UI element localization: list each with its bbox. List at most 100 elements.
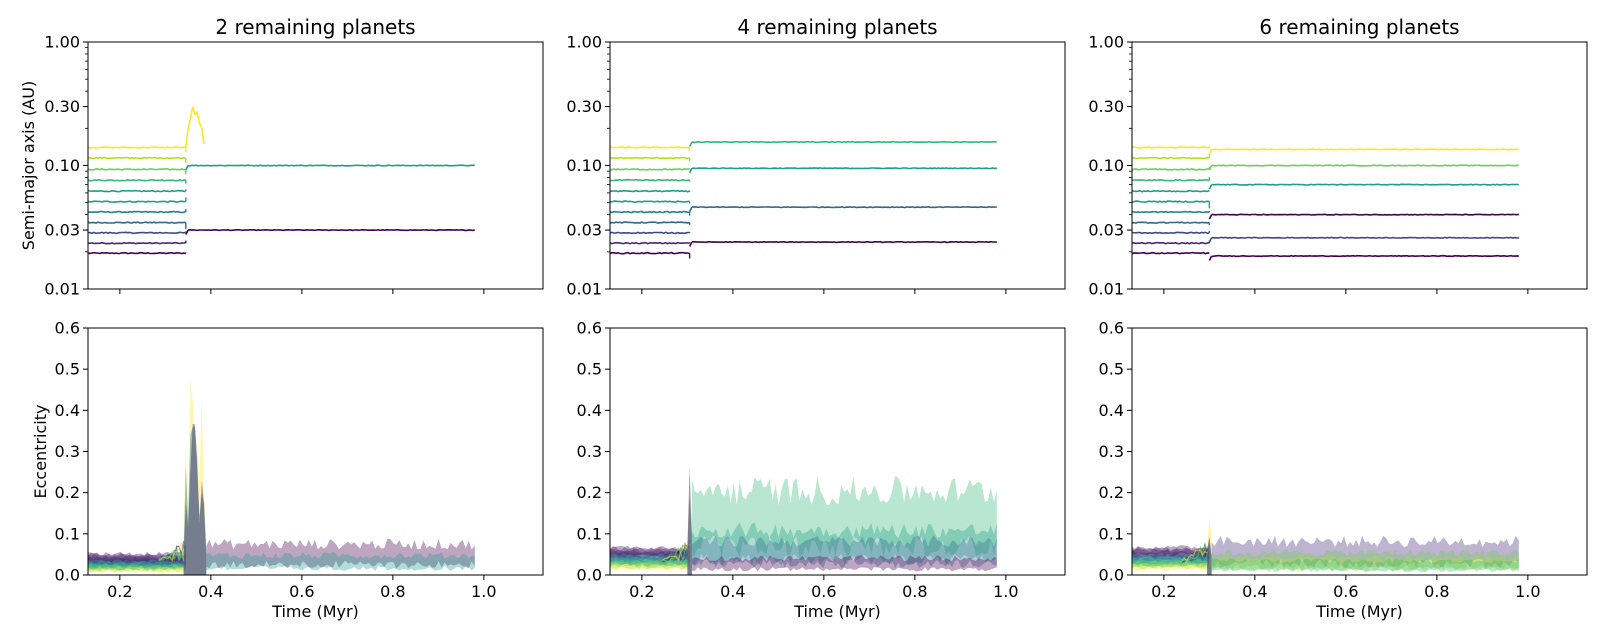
- x-tick-label: 0.6: [289, 582, 314, 601]
- y-tick-label: 0.5: [55, 360, 80, 379]
- semi-major-axis-plot: [1132, 145, 1519, 261]
- y-tick-label: 0.30: [566, 97, 602, 116]
- initial-orbit-line: [610, 189, 690, 193]
- y-tick-label: 0.5: [577, 360, 602, 379]
- pre-instability-ecc-band: [88, 561, 186, 573]
- post-instability-ecc-band: [691, 522, 997, 566]
- survivor-transition: [1208, 255, 1213, 261]
- x-tick-label: 0.4: [1242, 582, 1267, 601]
- initial-orbit-line: [1132, 156, 1210, 160]
- x-tick-label: 0.2: [629, 582, 654, 601]
- x-axis-label: Time (Myr): [271, 602, 359, 621]
- pre-instability-ecc-band: [88, 554, 186, 565]
- y-tick-label: 0.01: [1088, 280, 1124, 299]
- initial-orbit-line: [1132, 221, 1210, 224]
- x-tick-label: 0.4: [198, 582, 223, 601]
- eccentricity-plot: [610, 466, 997, 575]
- initial-orbit-line: [88, 156, 187, 160]
- panel-title: 4 remaining planets: [737, 15, 937, 39]
- survivor-transition: [688, 167, 693, 174]
- initial-orbit-line: [1132, 168, 1210, 171]
- y-tick-label: 0.3: [577, 442, 602, 461]
- y-tick-label: 1.00: [566, 33, 602, 52]
- y-tick-label: 0.4: [1099, 401, 1124, 420]
- y-tick-label: 0.03: [44, 221, 80, 240]
- survivor-orbit-line: [1211, 148, 1519, 151]
- initial-orbit-line: [1132, 210, 1210, 214]
- pre-instability-ecc-band: [1132, 558, 1210, 570]
- initial-orbit-line: [610, 178, 690, 182]
- y-tick-label: 0.2: [1099, 483, 1124, 502]
- post-instability-ecc-band: [691, 535, 997, 569]
- survivor-transition: [185, 229, 189, 235]
- y-tick-label: 0.6: [55, 319, 80, 338]
- x-axis-label: Time (Myr): [1315, 602, 1403, 621]
- survivor-orbit-line: [691, 240, 997, 244]
- initial-orbit-line: [610, 251, 690, 255]
- initial-orbit-line: [610, 200, 690, 203]
- survivor-orbit-line: [1211, 236, 1519, 239]
- y-tick-label: 0.4: [577, 401, 602, 420]
- y-tick-label: 0.3: [1099, 442, 1124, 461]
- post-instability-ecc-band: [206, 552, 475, 571]
- pre-instability-ecc-band: [88, 560, 186, 572]
- pre-instability-ramp: [661, 542, 691, 563]
- x-tick-label: 1.0: [1515, 582, 1540, 601]
- y-tick-label: 0.2: [577, 483, 602, 502]
- y-tick-label: 0.3: [55, 442, 80, 461]
- panel-2: 4 remaining planets 0.01 0.03 0.10 0.30 1.00 0…: [566, 15, 1066, 621]
- y-tick-label: 0.0: [1099, 566, 1124, 585]
- y-axis-label: Semi-major axis (AU): [19, 81, 38, 250]
- instability-ecc-spike: [687, 496, 692, 575]
- x-axis-label: Time (Myr): [793, 602, 881, 621]
- y-tick-label: 0.10: [566, 156, 602, 175]
- y-tick-label: 0.4: [55, 401, 80, 420]
- initial-orbit-line: [1132, 251, 1210, 255]
- y-tick-label: 0.10: [1088, 156, 1124, 175]
- y-tick-label: 0.1: [577, 524, 602, 543]
- post-instability-ecc-band: [1211, 548, 1519, 571]
- instability-ecc-spike: [183, 424, 207, 575]
- initial-orbit-line: [88, 251, 186, 255]
- pre-instability-ramp: [662, 546, 690, 563]
- plot-frame: [609, 41, 1066, 290]
- instability-ecc-spike: [1207, 536, 1212, 575]
- y-tick-label: 0.30: [1088, 97, 1124, 116]
- post-instability-ecc-band: [206, 538, 475, 569]
- initial-orbit-line: [610, 241, 690, 245]
- x-tick-label: 0.8: [902, 582, 927, 601]
- semi-major-axis-plot: [88, 106, 475, 255]
- panel-1: 2 remaining planets 0.01 0.03 0.10 0.30 1.00 S…: [19, 15, 544, 621]
- initial-orbit-line: [88, 189, 186, 193]
- survivor-orbit-line: [691, 167, 997, 170]
- post-instability-ecc-band: [1211, 535, 1519, 568]
- y-tick-label: 0.2: [55, 483, 80, 502]
- post-instability-ecc-band: [691, 476, 997, 558]
- y-tick-label: 0.30: [44, 97, 80, 116]
- y-tick-label: 0.1: [55, 524, 80, 543]
- y-tick-label: 0.03: [1088, 221, 1124, 240]
- pre-instability-ramp: [1181, 547, 1210, 562]
- instability-ecc-spike: [1207, 516, 1212, 575]
- survivor-transition: [688, 241, 693, 247]
- initial-orbit-line: [88, 168, 186, 171]
- survivor-transition: [1208, 184, 1213, 190]
- panel-title: 2 remaining planets: [215, 15, 415, 39]
- x-tick-label: 0.4: [720, 582, 745, 601]
- pre-instability-ecc-band: [88, 559, 186, 571]
- instability-ecc-spike: [1207, 536, 1212, 575]
- eccentricity-plot: [1132, 516, 1519, 575]
- x-tick-label: 0.2: [1151, 582, 1176, 601]
- instability-ecc-spike: [687, 466, 692, 575]
- panel-title: 6 remaining planets: [1259, 15, 1459, 39]
- pre-instability-ecc-band: [610, 545, 690, 556]
- survivor-orbit-line: [691, 140, 997, 144]
- pre-instability-ecc-band: [1132, 560, 1210, 571]
- x-tick-label: 0.6: [1333, 582, 1358, 601]
- y-tick-label: 0.5: [1099, 360, 1124, 379]
- plot-frame: [87, 41, 544, 290]
- pre-instability-ramp: [158, 542, 187, 562]
- y-tick-label: 0.03: [566, 221, 602, 240]
- pre-instability-ecc-band: [1132, 545, 1210, 556]
- pre-instability-ecc-band: [610, 560, 690, 571]
